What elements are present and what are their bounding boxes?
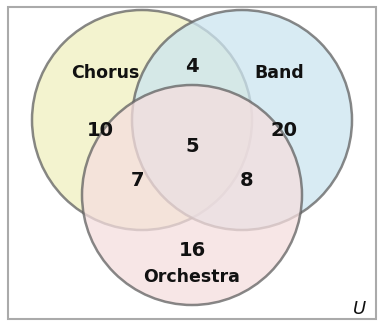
Text: Chorus: Chorus xyxy=(71,64,139,82)
Text: 4: 4 xyxy=(185,58,199,76)
Ellipse shape xyxy=(82,85,302,305)
Text: 8: 8 xyxy=(240,171,254,189)
Text: 7: 7 xyxy=(130,171,144,189)
Ellipse shape xyxy=(132,10,352,230)
Text: Band: Band xyxy=(254,64,304,82)
Text: 16: 16 xyxy=(179,240,205,259)
Text: 10: 10 xyxy=(86,121,114,139)
Text: 20: 20 xyxy=(270,121,298,139)
Ellipse shape xyxy=(32,10,252,230)
Text: U: U xyxy=(353,300,367,318)
Text: 5: 5 xyxy=(185,137,199,157)
Text: Orchestra: Orchestra xyxy=(144,268,240,286)
